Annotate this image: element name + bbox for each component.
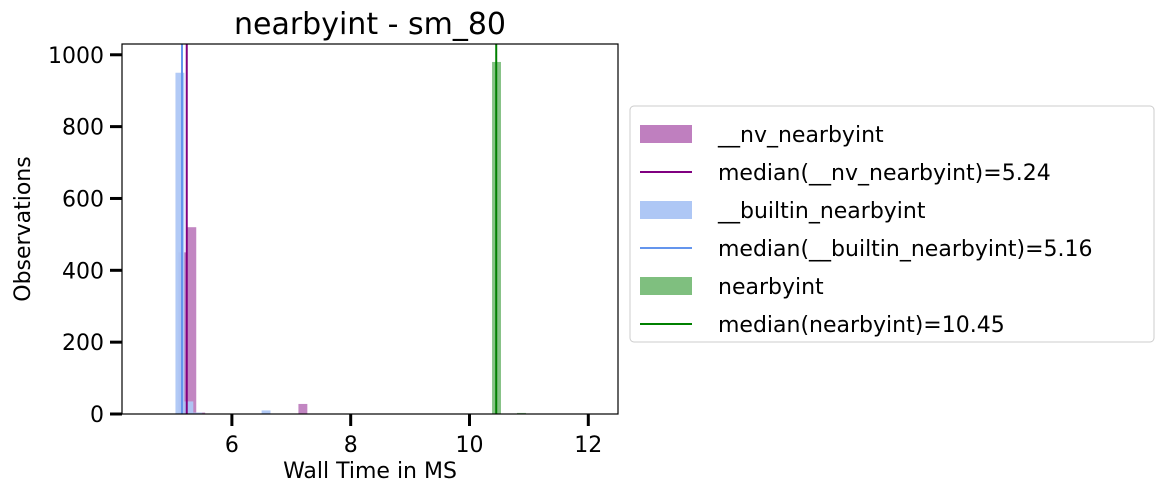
legend-swatch-4 bbox=[640, 277, 692, 295]
bar-builtin-nearbyint-0 bbox=[175, 72, 185, 415]
legend-swatch-0 bbox=[640, 125, 692, 143]
x-tick-label-1: 8 bbox=[344, 433, 358, 458]
legend-label-4: nearbyint bbox=[718, 275, 824, 300]
y-tick-label-1: 200 bbox=[62, 331, 104, 356]
bar-builtin-nearbyint-1 bbox=[184, 401, 194, 414]
legend-label-3: median(__builtin_nearbyint)=5.16 bbox=[718, 237, 1093, 262]
x-axis-ticks: 6 8 10 12 bbox=[225, 414, 602, 458]
bar-nv-nearbyint-3 bbox=[298, 403, 308, 414]
legend-label-5: median(nearbyint)=10.45 bbox=[718, 313, 1005, 338]
bar-builtin-nearbyint-3 bbox=[261, 410, 271, 414]
x-tick-label-3: 12 bbox=[574, 433, 602, 458]
plot-frame bbox=[121, 43, 619, 415]
y-axis-ticks: 0 200 400 600 800 1000 bbox=[48, 44, 122, 428]
legend-label-2: __builtin_nearbyint bbox=[717, 199, 926, 224]
y-tick-label-0: 0 bbox=[90, 403, 104, 428]
x-axis-label: Wall Time in MS bbox=[283, 459, 457, 484]
histogram-bars bbox=[175, 61, 526, 415]
y-tick-label-4: 800 bbox=[62, 116, 104, 141]
legend-label-0: __nv_nearbyint bbox=[717, 123, 884, 148]
chart-title: nearbyint - sm_80 bbox=[234, 7, 506, 42]
y-tick-label-2: 400 bbox=[62, 259, 104, 284]
bar-nv-nearbyint-1 bbox=[187, 227, 197, 414]
x-tick-label-0: 6 bbox=[225, 433, 239, 458]
x-tick-label-2: 10 bbox=[455, 433, 483, 458]
bar-builtin-nearbyint-2 bbox=[193, 412, 203, 414]
y-tick-label-3: 600 bbox=[62, 187, 104, 212]
median-lines bbox=[180, 44, 498, 414]
legend: __nv_nearbyint median(__nv_nearbyint)=5.2… bbox=[629, 105, 1155, 343]
y-axis-label: Observations bbox=[11, 156, 36, 301]
y-tick-label-5: 1000 bbox=[48, 44, 104, 69]
legend-label-1: median(__nv_nearbyint)=5.24 bbox=[718, 161, 1051, 186]
legend-box bbox=[629, 105, 1155, 343]
legend-swatch-2 bbox=[640, 201, 692, 219]
